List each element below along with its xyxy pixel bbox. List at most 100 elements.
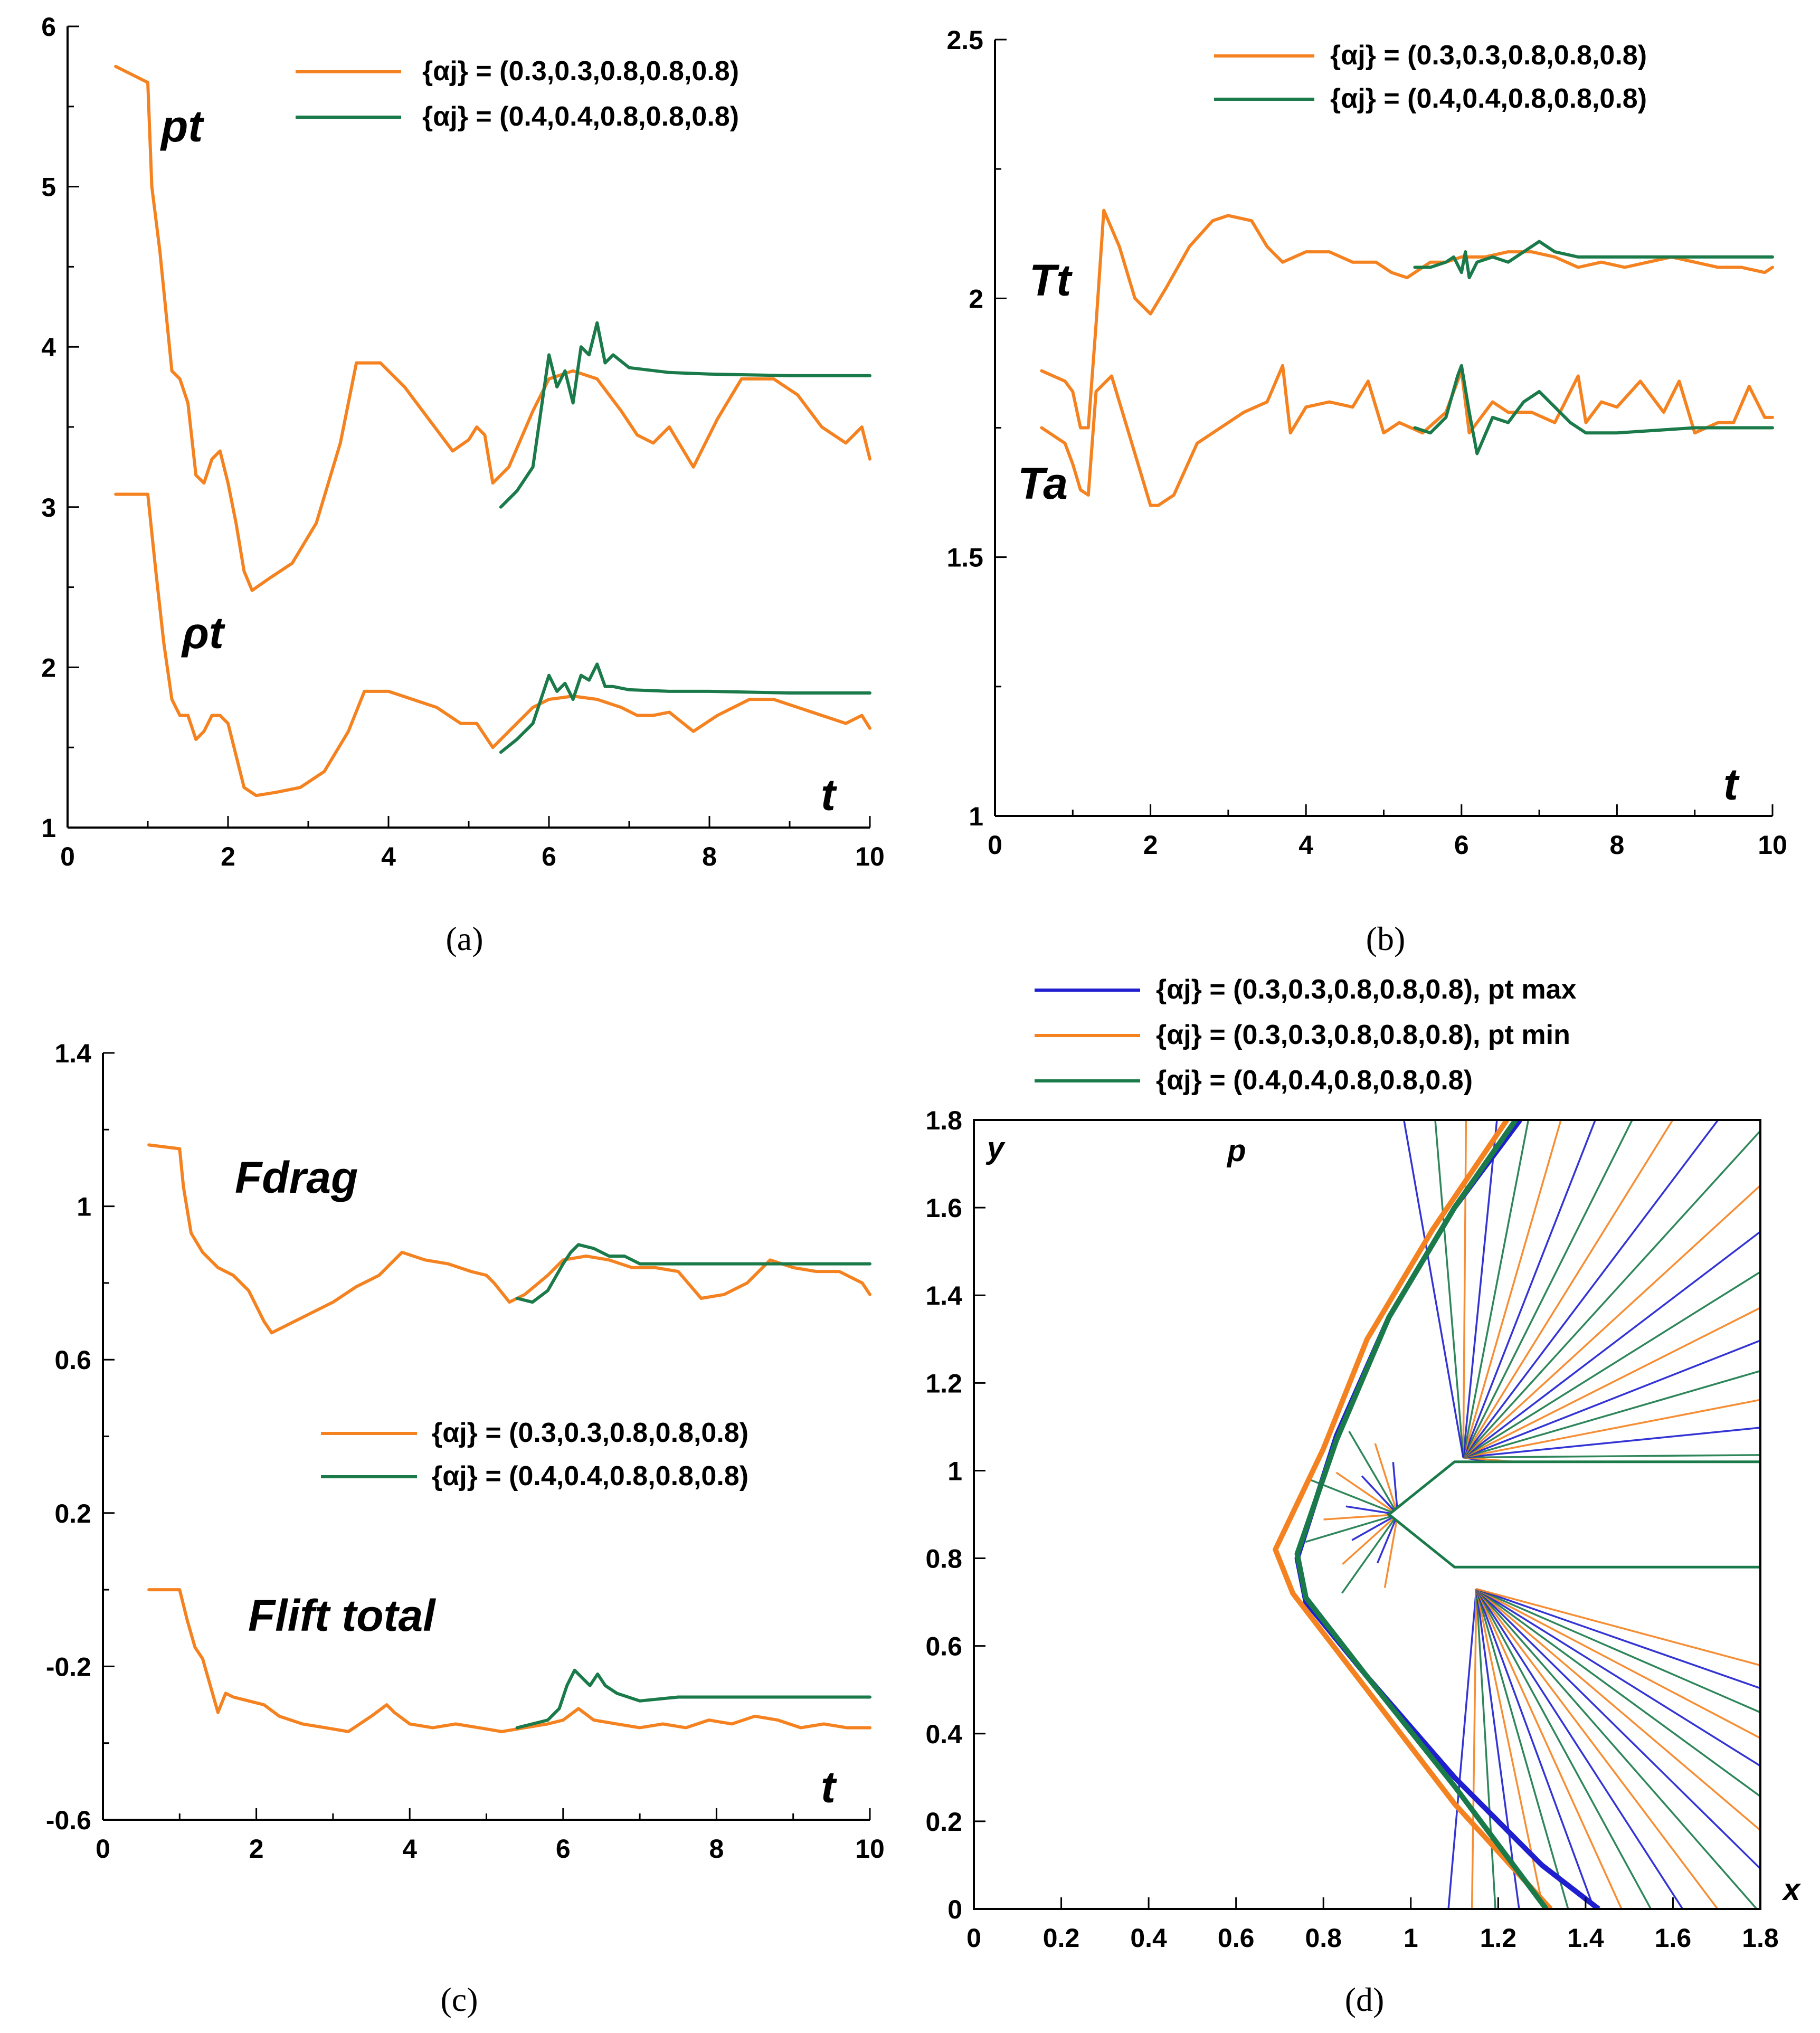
contour-line <box>1341 1514 1399 1594</box>
chart-c-xtick-label: 4 <box>402 1834 417 1864</box>
chart-c-series-3 <box>515 1668 871 1730</box>
contour-line <box>1476 1588 1760 1667</box>
chart-d-ytick-label: 0.4 <box>925 1720 962 1749</box>
chart-d-xlabel: x <box>1781 1873 1802 1907</box>
chart-c-ytick-label: 0.6 <box>54 1345 91 1375</box>
contour-line <box>1476 1588 1760 1714</box>
legend-c-orange-label: {αj} = (0.3,0.3,0.8,0.8,0.8) <box>432 1418 748 1448</box>
label-tt: Tt <box>1029 255 1073 305</box>
contour-line <box>1351 1513 1398 1541</box>
contour-line <box>1475 1588 1623 1909</box>
label-pt: pt <box>160 101 204 151</box>
contour-line <box>1475 1589 1569 1909</box>
chart-a-series-2 <box>114 492 871 797</box>
chart-b-xtick-label: 0 <box>988 830 1002 860</box>
contour-line <box>1471 1589 1477 1909</box>
legend-d-blue-label: {αj} = (0.3,0.3,0.8,0.8,0.8), pt max <box>1156 974 1577 1005</box>
chart-a-xtick-label: 0 <box>60 842 75 871</box>
chart-c-xtick-label: 0 <box>96 1834 110 1864</box>
chart-a-ytick-label: 2 <box>41 653 56 682</box>
chart-d-xtick-label: 1.6 <box>1655 1923 1692 1953</box>
chart-d-frame <box>973 1119 1761 1910</box>
chart-c-xtick-label: 10 <box>855 1834 885 1864</box>
chart-a-xtick-label: 4 <box>381 842 396 871</box>
contour-line <box>1462 1120 1562 1458</box>
contour-line <box>1392 1462 1399 1515</box>
chart-a-series-0 <box>114 64 871 592</box>
contour-line <box>1475 1589 1520 1909</box>
chart-a-series-3 <box>499 662 871 754</box>
contour-line <box>1377 1514 1399 1564</box>
chart-c-series-1 <box>515 1243 871 1304</box>
contour-line <box>1475 1588 1652 1909</box>
contour-line <box>1463 1370 1760 1459</box>
contour-line <box>1475 1588 1760 1798</box>
chart-d-xtick-label: 1.8 <box>1742 1923 1779 1953</box>
label-ta: Ta <box>1018 459 1068 508</box>
chart-d-xtick-label: 1.4 <box>1567 1923 1604 1953</box>
contour-line <box>1475 1588 1760 1832</box>
contour-line <box>1462 1120 1634 1458</box>
chart-a-xtick-label: 8 <box>702 842 717 871</box>
chart-d-ytick-label: 1.4 <box>925 1281 962 1310</box>
chart-d-xtick-label: 1 <box>1404 1923 1418 1953</box>
contour-line <box>1475 1589 1595 1909</box>
contour-line <box>1342 1514 1399 1565</box>
chart-b-series-2 <box>1040 364 1774 507</box>
chart-b-xtick-label: 4 <box>1298 830 1313 860</box>
chart-c-xtick-label: 2 <box>249 1834 264 1864</box>
legend-a-green-label: {αj} = (0.4,0.4,0.8,0.8,0.8) <box>422 101 739 132</box>
chart-a-ytick-label: 5 <box>41 173 56 202</box>
chart-d-xtick-label: 0.8 <box>1305 1923 1342 1953</box>
chart-b-xtick-label: 8 <box>1609 830 1624 860</box>
chart-b: 0 2 4 6 8 10 1 1.5 2 2.5 {αj} = (0.3,0.3,0.8,0.8,… <box>946 25 1787 957</box>
contour-line <box>1475 1588 1760 1870</box>
contour-line <box>1462 1129 1760 1458</box>
chart-d-ytick-label: 1.2 <box>925 1369 962 1398</box>
caption-a: (a) <box>445 920 483 957</box>
contour-line <box>1462 1120 1498 1458</box>
contour-line <box>1476 1588 1760 1689</box>
legend-c-green-label: {αj} = (0.4,0.4,0.8,0.8,0.8) <box>432 1461 748 1492</box>
chart-b-xtick-label: 10 <box>1758 830 1787 860</box>
contour-line <box>1476 1588 1760 1740</box>
chart-c-ytick-label: 0.2 <box>54 1499 91 1528</box>
contour-line <box>1447 1589 1477 1909</box>
contour-line <box>1462 1120 1530 1458</box>
contour-line <box>1475 1589 1544 1909</box>
chart-a-xtick-label: 10 <box>855 842 885 871</box>
contour-line <box>1383 1514 1399 1588</box>
chart-b-ytick-label: 2 <box>969 284 983 314</box>
chart-b-series-3 <box>1413 364 1774 455</box>
contour-line <box>1463 1454 1760 1459</box>
chart-d-ytick-label: 1 <box>947 1456 962 1486</box>
chart-a-ytick-label: 4 <box>41 332 56 362</box>
chart-d-xtick-label: 0.2 <box>1043 1923 1080 1953</box>
chart-d: 0 0.2 0.4 0.6 0.8 1 1.2 1.4 1.6 1.8 0 0.2 0.4 0.6 0.8 1… <box>925 974 1802 2018</box>
label-fdrag: Fdrag <box>235 1153 358 1202</box>
chart-d-xtick-label: 0.4 <box>1130 1923 1167 1953</box>
legend-d-orange-label: {αj} = (0.3,0.3,0.8,0.8,0.8), pt min <box>1156 1020 1570 1050</box>
contour-line <box>1462 1120 1720 1458</box>
label-rho: ρt <box>181 608 225 658</box>
chart-d-ytick-label: 0.2 <box>925 1807 962 1837</box>
chart-b-ytick-label: 2.5 <box>946 25 983 55</box>
chart-c-xtick-label: 6 <box>556 1834 571 1864</box>
contour-line <box>1361 1475 1399 1515</box>
chart-b-xtick-label: 6 <box>1454 830 1469 860</box>
chart-a-ytick-label: 6 <box>41 12 56 42</box>
contour-line <box>1462 1120 1674 1458</box>
contour-line <box>1305 1513 1398 1543</box>
contour-line <box>1475 1588 1684 1909</box>
legend-b-orange-label: {αj} = (0.3,0.3,0.8,0.8,0.8) <box>1330 40 1647 71</box>
chart-d-ytick-label: 0.8 <box>925 1544 962 1574</box>
body-shape <box>1387 1460 1760 1569</box>
caption-b: (b) <box>1366 920 1406 957</box>
chart-a-xlabel: t <box>821 770 837 820</box>
label-flift: Flift total <box>248 1591 436 1640</box>
contour-line <box>1335 1471 1398 1515</box>
chart-b-ytick-label: 1 <box>969 802 983 831</box>
contour-line <box>1475 1588 1719 1909</box>
contour-line <box>1463 1399 1760 1459</box>
